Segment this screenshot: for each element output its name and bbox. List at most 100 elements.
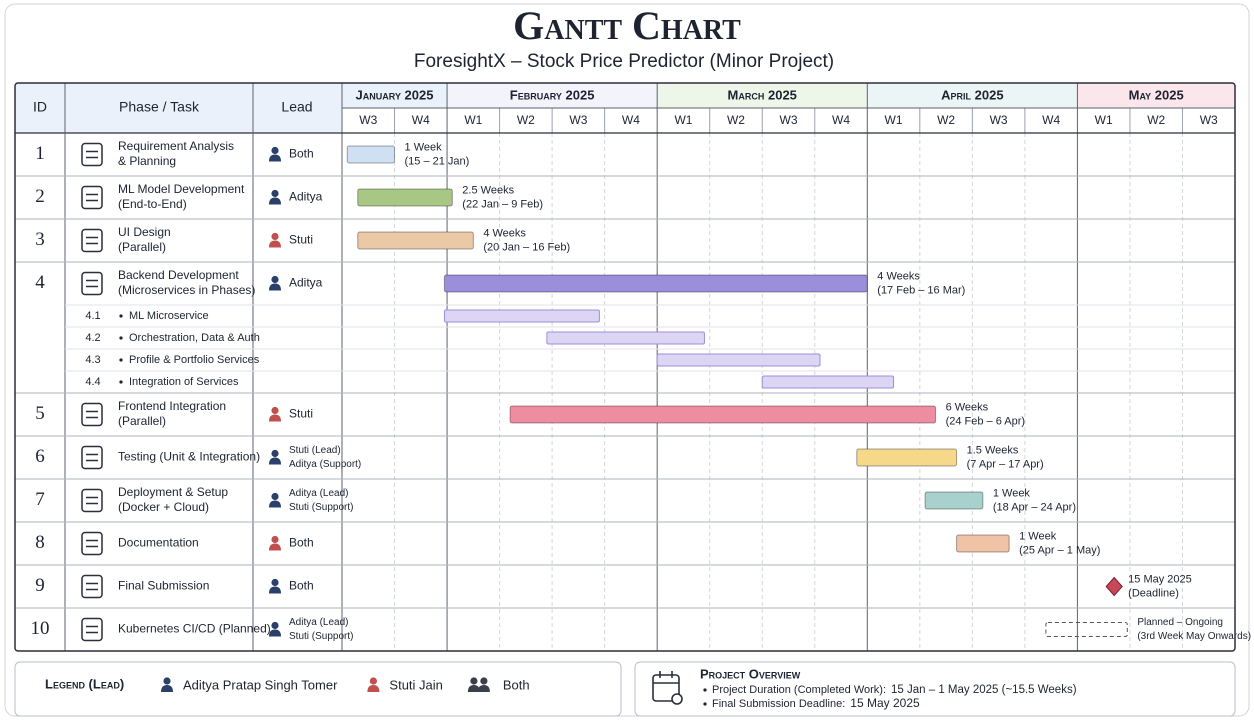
task-id: 8 <box>35 532 45 553</box>
subtask-bar <box>656 353 821 367</box>
task-name: Final Submission <box>118 579 209 593</box>
icon-body <box>269 586 281 594</box>
lead-name: Aditya <box>289 190 323 204</box>
week-label: W3 <box>990 113 1008 127</box>
subtask-id: 4.4 <box>85 376 100 388</box>
milestone <box>1105 576 1123 597</box>
week-label: W2 <box>1147 113 1165 127</box>
bar-label: (Deadline) <box>1128 587 1179 599</box>
task-id: 3 <box>35 229 45 250</box>
bar-label: 4 Weeks <box>483 227 526 239</box>
lead-name: Aditya (Support) <box>289 459 361 470</box>
icon-shape <box>81 488 103 513</box>
icon-body <box>269 414 281 422</box>
lead-name: Both <box>289 536 314 550</box>
gantt-body: January 2025 W3 W4 February 2025 W1 W2 W3 W4 Mar… <box>15 83 1251 651</box>
legend-label: Aditya Pratap Singh Tomer <box>183 677 338 692</box>
overview-box <box>634 661 1236 717</box>
lead-icon <box>269 232 281 248</box>
column-header: Phase / Task <box>119 99 200 115</box>
task-icon <box>81 574 103 599</box>
icon-shape <box>81 617 103 642</box>
bar-label: 15 May 2025 <box>1128 573 1192 585</box>
week-label: W4 <box>622 113 640 127</box>
lead-icon <box>467 677 480 692</box>
month-label: February 2025 <box>510 87 595 102</box>
week-label: W4 <box>832 113 850 127</box>
week-label: W3 <box>1200 113 1218 127</box>
lead-icon <box>161 677 173 692</box>
task-name: Backend Development <box>118 268 239 282</box>
bullet <box>703 702 707 706</box>
bar-label: 1 Week <box>993 487 1031 499</box>
task-id: 9 <box>35 575 45 596</box>
overview-title: Project Overview <box>700 666 801 681</box>
lead-name: Stuti (Support) <box>289 502 353 513</box>
task-name: (End-to-End) <box>118 197 187 211</box>
icon-body <box>269 500 281 508</box>
icon-body <box>161 685 173 692</box>
lead-icon <box>269 578 281 594</box>
week-label: W2 <box>937 113 955 127</box>
lead-icon <box>269 146 281 162</box>
task-bar <box>856 448 958 467</box>
icon-shape <box>81 574 103 599</box>
week-label: W3 <box>359 113 377 127</box>
lead-icon <box>269 449 281 465</box>
task-name: Requirement Analysis <box>118 139 234 153</box>
lead-icon <box>269 535 281 551</box>
icon-head <box>271 189 279 198</box>
lead-name: Aditya (Lead) <box>289 488 348 499</box>
task-icon <box>81 531 103 556</box>
bar-label: (15 – 21 Jan) <box>405 155 470 167</box>
legend-box <box>14 661 622 717</box>
subtask-name: Integration of Services <box>129 376 239 388</box>
lead-name: Stuti (Support) <box>289 631 353 642</box>
chart-subtitle: ForesightX – Stock Price Predictor (Mino… <box>414 51 834 72</box>
task-icon <box>81 228 103 253</box>
task-id: 10 <box>31 618 50 639</box>
icon-head <box>369 677 378 685</box>
icon-shape <box>81 185 103 210</box>
week-label: W1 <box>464 113 482 127</box>
month-label: May 2025 <box>1129 87 1184 102</box>
icon-head <box>271 578 279 587</box>
icon-body <box>269 197 281 205</box>
task-name: UI Design <box>118 225 171 239</box>
subtask-name: Profile & Portfolio Services <box>129 354 260 366</box>
icon-shape <box>81 142 103 167</box>
task-icon <box>81 488 103 513</box>
week-label: W1 <box>674 113 692 127</box>
week-label: W4 <box>1042 113 1060 127</box>
icon-head <box>271 535 279 544</box>
bullet <box>119 380 123 384</box>
icon-body <box>269 240 281 248</box>
task-name: (Parallel) <box>118 240 166 254</box>
icon-head <box>271 275 279 284</box>
bullet <box>119 336 123 340</box>
task-bar <box>357 231 474 250</box>
header-bg <box>15 83 342 133</box>
task-bar <box>956 534 1010 553</box>
icon-head <box>480 677 488 685</box>
subtask-name: Orchestration, Data & Auth <box>129 332 260 344</box>
lead-name: Stuti <box>289 233 313 247</box>
task-icon <box>81 142 103 167</box>
bar-label: (18 Apr – 24 Apr) <box>993 501 1076 513</box>
overview-label: Final Submission Deadline: <box>712 698 845 710</box>
month-label: April 2025 <box>941 87 1003 102</box>
icon-head <box>271 146 279 155</box>
icon-body <box>477 685 490 692</box>
legend-label: Stuti Jain <box>389 677 442 692</box>
bar-label: 2.5 Weeks <box>462 184 514 196</box>
icon-head <box>271 621 279 630</box>
bar-label: 1.5 Weeks <box>967 444 1019 456</box>
task-name: Kubernetes CI/CD (Planned) <box>118 622 271 636</box>
bar-label: (17 Feb – 16 Mar) <box>877 284 965 296</box>
week-label: W2 <box>727 113 745 127</box>
icon-head <box>470 677 478 685</box>
legend-title: Legend (Lead) <box>45 676 124 691</box>
task-icon <box>81 185 103 210</box>
task-name: Deployment & Setup <box>118 485 228 499</box>
